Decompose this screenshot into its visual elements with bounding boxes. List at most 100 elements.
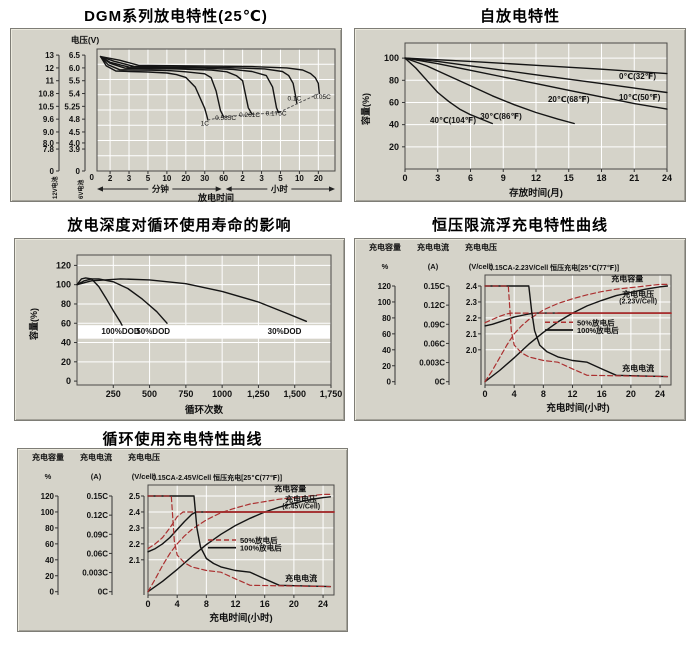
x-tick-label: 1000 <box>212 389 232 399</box>
y-tick-label: 80 <box>389 75 399 85</box>
y-tick-label: 100 <box>41 508 55 517</box>
y-tick-label: 0 <box>387 378 392 387</box>
y-tick-label: 0.09C <box>87 530 109 539</box>
series-30%DOD <box>76 278 307 322</box>
x-tick-label: 12 <box>231 599 241 609</box>
curve-label: 充电容量 <box>274 484 306 494</box>
curve-label: 10℃(50℉) <box>619 93 661 102</box>
axis-column-header: 充电容量 <box>32 452 64 462</box>
y-tick-label: 9.0 <box>43 128 55 137</box>
y-tick-label: 0 <box>76 167 81 176</box>
series-group <box>99 55 320 121</box>
series-充电电流-50%放电后 <box>147 495 331 588</box>
axis-column-header: 充电容量 <box>369 242 401 252</box>
curve-label: 充电电流 <box>622 363 654 373</box>
y-tick-label: 5.25 <box>64 102 80 111</box>
x-tick-label: 16 <box>260 599 270 609</box>
y-tick-label: 10.5 <box>38 102 54 111</box>
x-axis-title: 存放时间(月) <box>508 187 563 199</box>
y-tick-label: 0C <box>435 378 445 387</box>
curve-label: 充电容量 <box>611 274 643 284</box>
axis-unit-label: (V/cell) <box>132 472 157 481</box>
y-tick-label: 0.003C <box>419 359 445 368</box>
y-tick-label: 120 <box>56 260 71 270</box>
x-tick-label: 21 <box>629 173 639 183</box>
y-tick-label: 5.4 <box>69 90 81 99</box>
y-axis-title: 容量(%) <box>360 93 371 126</box>
y-tick-label: 0C <box>98 588 108 597</box>
x-tick-label: 16 <box>597 389 607 399</box>
x-tick-label: 1,250 <box>247 389 270 399</box>
y-tick-label: 20 <box>61 357 71 367</box>
chart-title-self-discharge: 自放电特性 <box>479 8 560 25</box>
series-0.05C <box>99 55 320 95</box>
legend-label: 50%放电后 <box>577 317 615 327</box>
series-10℃(50℉) <box>404 57 668 94</box>
y-tick-label: 2.1 <box>466 330 478 339</box>
y-tick-label: 60 <box>61 318 71 328</box>
grid <box>405 43 668 169</box>
x-tick-label: 250 <box>106 389 121 399</box>
origin-label: 0 <box>90 173 95 182</box>
x-tick-label: 4 <box>175 599 180 609</box>
chart-panel-discharge: 13 12 11 10.8 10.5 9.6 9.0 8.0 7.8 0 12V电池 6.5 6.0 5.… <box>10 28 342 203</box>
y-tick-label: 13 <box>45 51 54 60</box>
y-tick-label: 20 <box>382 362 391 371</box>
curve-label: 充电电压 <box>622 289 654 299</box>
x-tick-label: 60 <box>219 174 228 183</box>
x-tick-label: 0 <box>402 173 407 183</box>
series-100%DOD <box>76 277 123 326</box>
curve-label: (2.45V/Cell) <box>282 504 320 511</box>
x-tick-label: 12 <box>531 173 541 183</box>
x-axis-title: 充电时间(小时) <box>546 402 609 414</box>
x-tick-label: 4 <box>512 389 517 399</box>
y-tick-label: 0.12C <box>87 511 109 520</box>
series-20℃(68℉) <box>404 57 668 110</box>
y-tick-label: 80 <box>382 314 391 323</box>
x-tick-label: 750 <box>178 389 193 399</box>
battery-scale-label: 6V电池 <box>77 180 85 199</box>
x-tick-label: 3 <box>127 174 132 183</box>
y-tick-label: 2.3 <box>466 298 478 307</box>
y-tick-label: 4.0 <box>69 139 81 148</box>
series-group <box>76 277 307 326</box>
axis-unit-label: % <box>382 262 389 271</box>
chart-title-cycle-charge: 循环使用充电特性曲线 <box>102 431 263 448</box>
curve-label: 0.585C <box>215 115 236 122</box>
y-tick-label: 40 <box>61 338 71 348</box>
y-tick-label: 0.09C <box>424 320 446 329</box>
x-tick-label: 8 <box>204 599 209 609</box>
series-cutoff-line <box>207 93 320 121</box>
series-50%DOD <box>76 278 168 324</box>
x-axis-title: 循环次数 <box>185 404 224 416</box>
x-tick-label: 1,750 <box>320 389 343 399</box>
y-tick-label: 2.4 <box>466 282 478 291</box>
series-group <box>484 283 672 383</box>
y-tick-label: 2.1 <box>129 556 141 565</box>
x-tick-label: 20 <box>314 174 323 183</box>
y-tick-label: 60 <box>389 97 399 107</box>
y-tick-label: 0.15C <box>87 492 109 501</box>
y-tick-label: 4.8 <box>69 115 81 124</box>
x-tick-label: 6 <box>468 173 473 183</box>
x-tick-label: 2 <box>240 174 245 183</box>
series-0.261C <box>99 55 253 115</box>
x-tick-label: 20 <box>181 174 190 183</box>
y-tick-label: 20 <box>45 572 54 581</box>
y-tick-label: 2.4 <box>129 508 141 517</box>
series-0.1C <box>99 55 298 105</box>
self_discharge-chart-canvas: 100 80 60 40 20 0 3 6 9 12 15 18 21 24 容量(%) 存放时间(月) 0℃(… <box>360 42 672 199</box>
legend-label: 100%放电后 <box>577 325 619 335</box>
y-tick-label: 12 <box>45 64 54 73</box>
chart-panel-self-discharge: 100 80 60 40 20 0 3 6 9 12 15 18 21 24 容量(%) 存放时间(月) 0℃(… <box>354 28 686 202</box>
y-tick-label: 2.2 <box>466 314 478 323</box>
curve-label: 0℃(32℉) <box>619 72 656 81</box>
y-tick-label: 2.3 <box>129 524 141 533</box>
charge-condition-note: 0.15CA-2.23V/Cell 恒压充电[25℃(77℉)] <box>489 263 619 272</box>
curve-label: (2.23V/Cell) <box>619 299 657 306</box>
y-tick-label: 120 <box>41 492 55 501</box>
x-tick-label: 9 <box>501 173 506 183</box>
